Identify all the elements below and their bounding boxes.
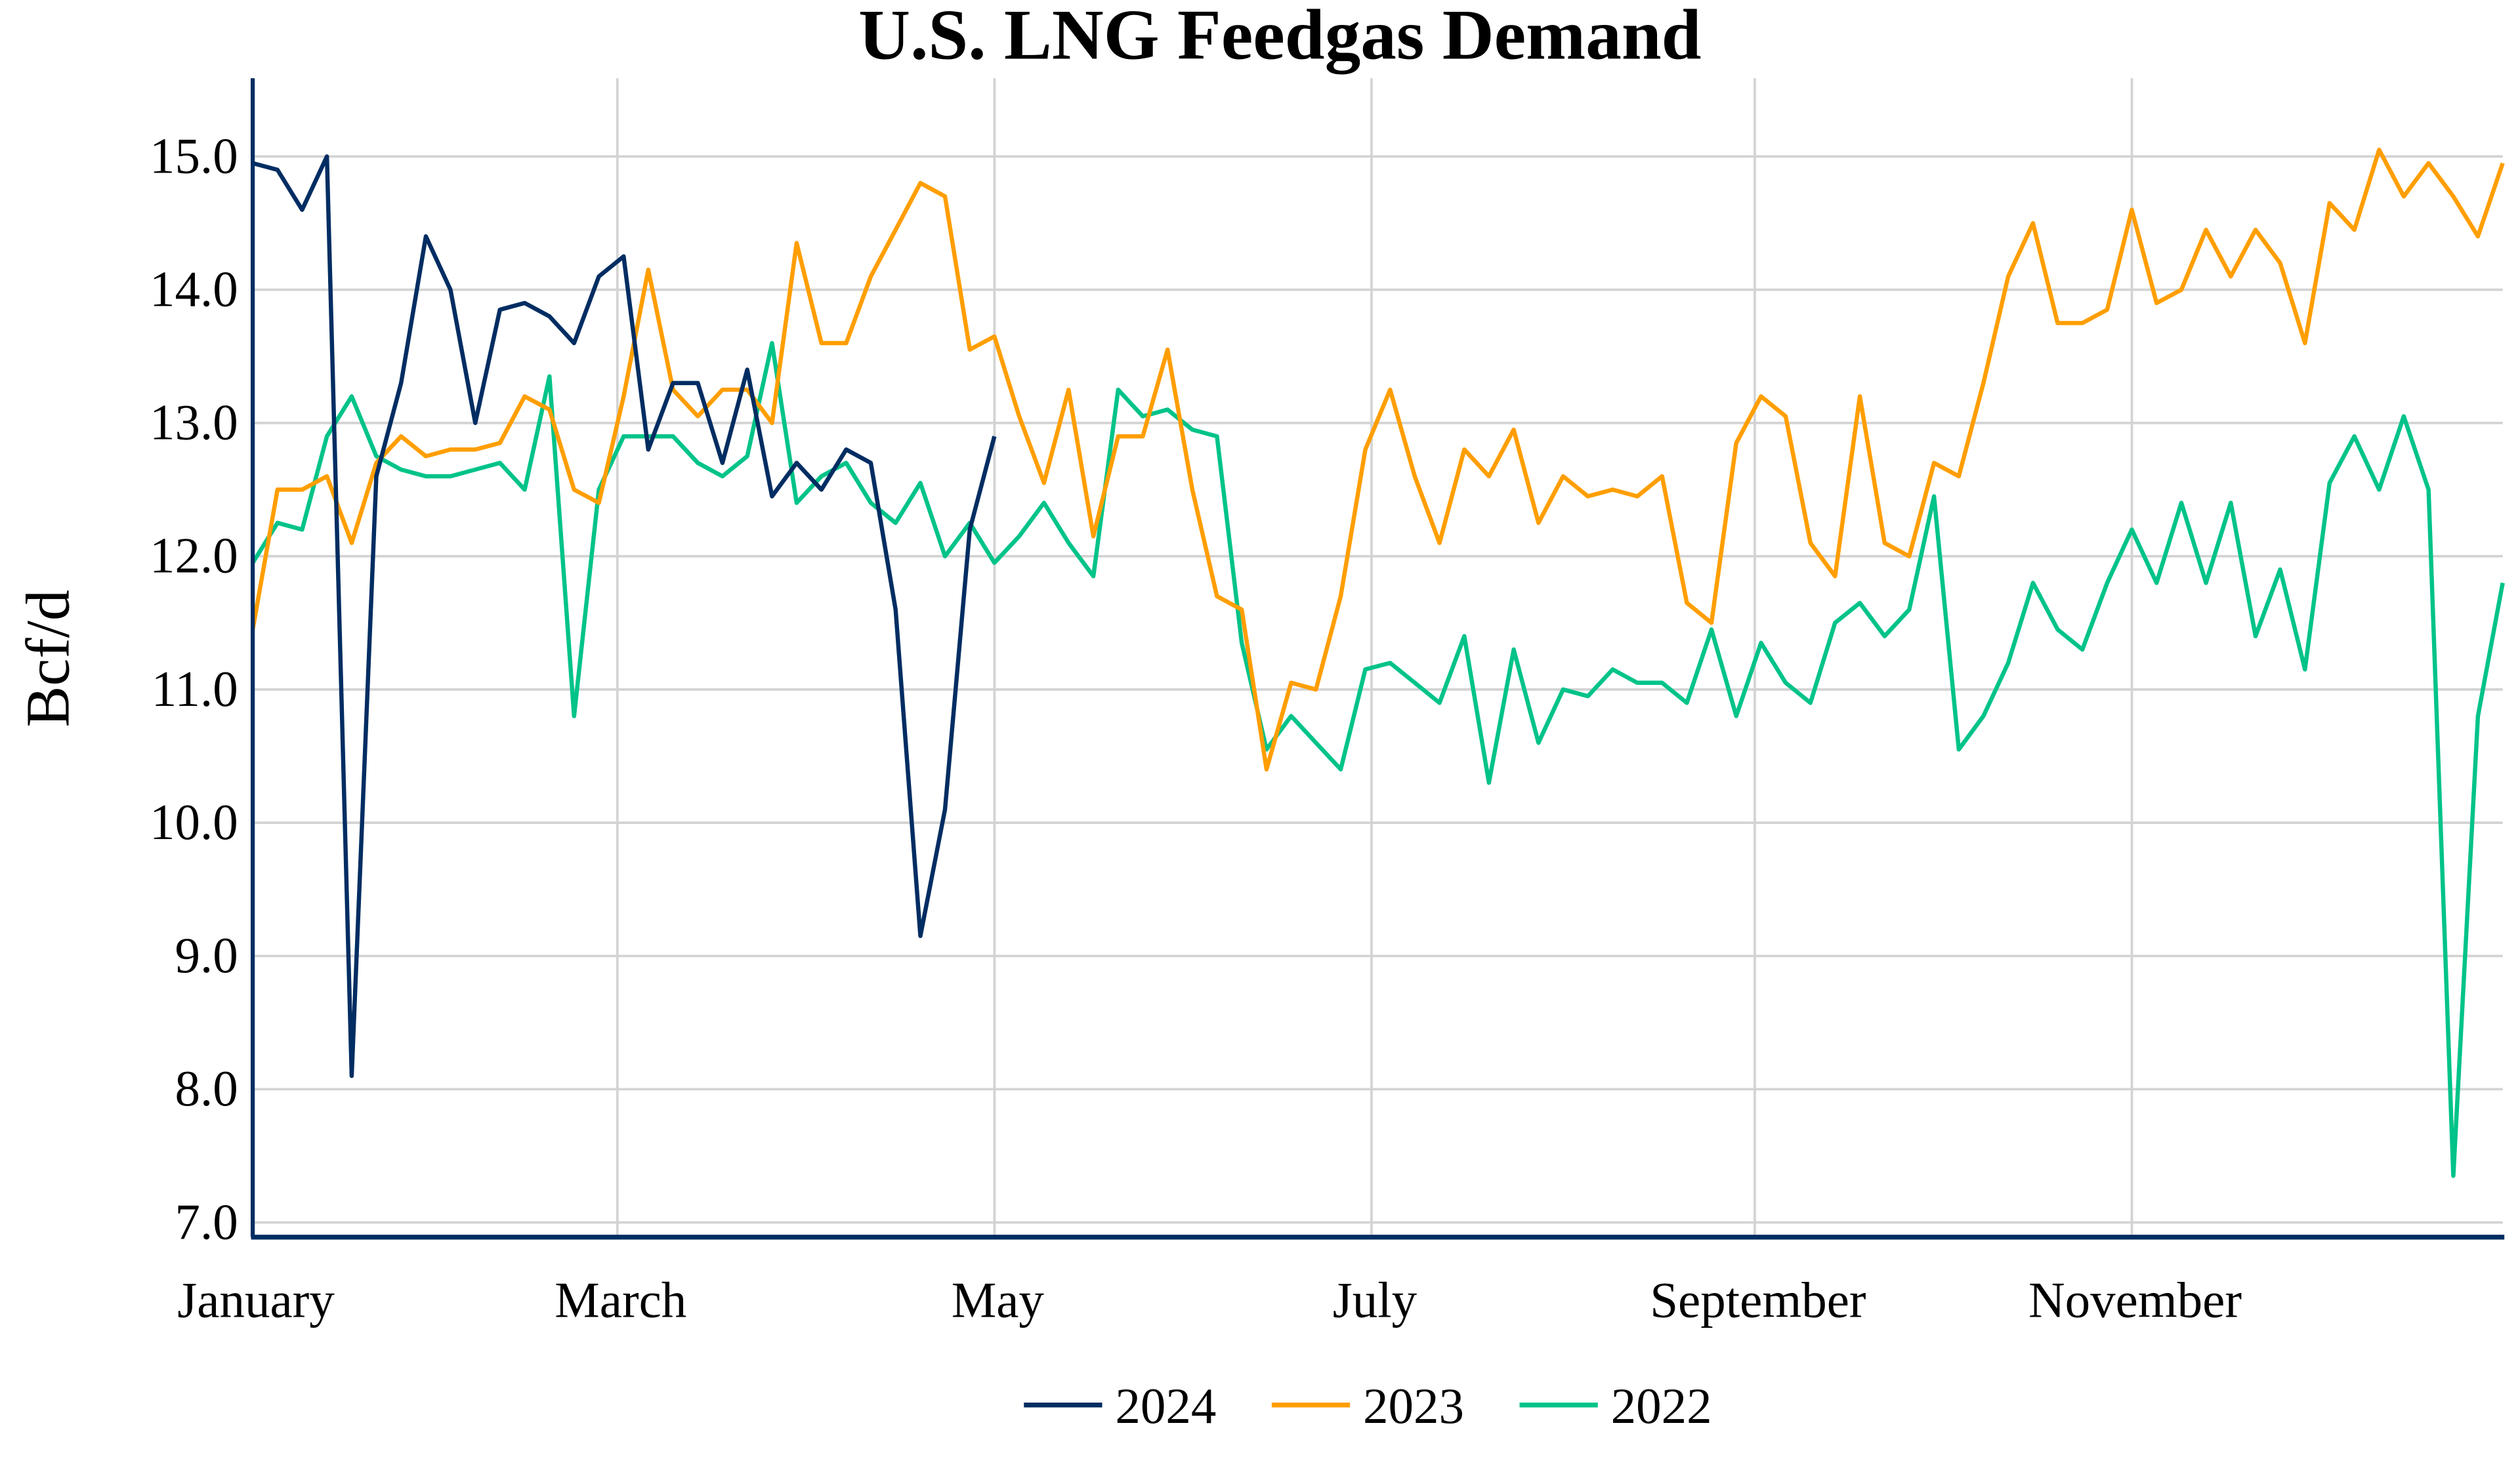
x-tick-label: July (1333, 1272, 1418, 1328)
series-line-2022 (251, 340, 2505, 1178)
y-tick-label: 15.0 (150, 127, 238, 184)
legend: 2024 2023 2022 (1024, 1378, 1712, 1434)
y-tick-label: 14.0 (150, 260, 238, 317)
gridlines (253, 78, 2503, 1237)
x-tick-label: September (1650, 1272, 1866, 1328)
x-tick-label: November (2028, 1272, 2242, 1328)
y-tick-labels: 7.0 8.0 9.0 10.0 11.0 12.0 13.0 14.0 15.0 (150, 127, 238, 1250)
legend-label-2022: 2022 (1611, 1378, 1712, 1434)
series-line-2024 (252, 154, 997, 1079)
x-tick-label: January (177, 1272, 335, 1328)
y-tick-label: 12.0 (150, 527, 238, 584)
y-tick-label: 9.0 (175, 927, 238, 983)
chart-title: U.S. LNG Feedgas Demand (858, 0, 1701, 74)
y-tick-label: 8.0 (175, 1060, 238, 1117)
series-lines (250, 148, 2505, 1178)
series-line-2023 (250, 148, 2505, 771)
x-tick-labels: January March May July September November (177, 1272, 2242, 1328)
legend-label-2024: 2024 (1115, 1378, 1216, 1434)
y-tick-label: 7.0 (175, 1193, 238, 1250)
x-tick-label: March (555, 1272, 686, 1328)
y-tick-label: 11.0 (152, 661, 238, 717)
y-tick-label: 13.0 (150, 394, 238, 451)
x-tick-label: May (952, 1272, 1045, 1328)
y-tick-label: 10.0 (150, 794, 238, 850)
legend-label-2023: 2023 (1363, 1378, 1464, 1434)
y-axis-label: Bcf/d (14, 590, 82, 728)
